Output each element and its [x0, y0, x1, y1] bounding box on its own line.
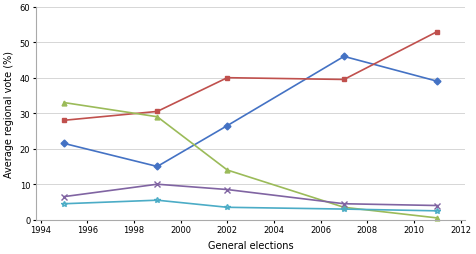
Y-axis label: Average regional vote (%): Average regional vote (%): [4, 51, 14, 177]
X-axis label: General elections: General elections: [208, 240, 293, 250]
